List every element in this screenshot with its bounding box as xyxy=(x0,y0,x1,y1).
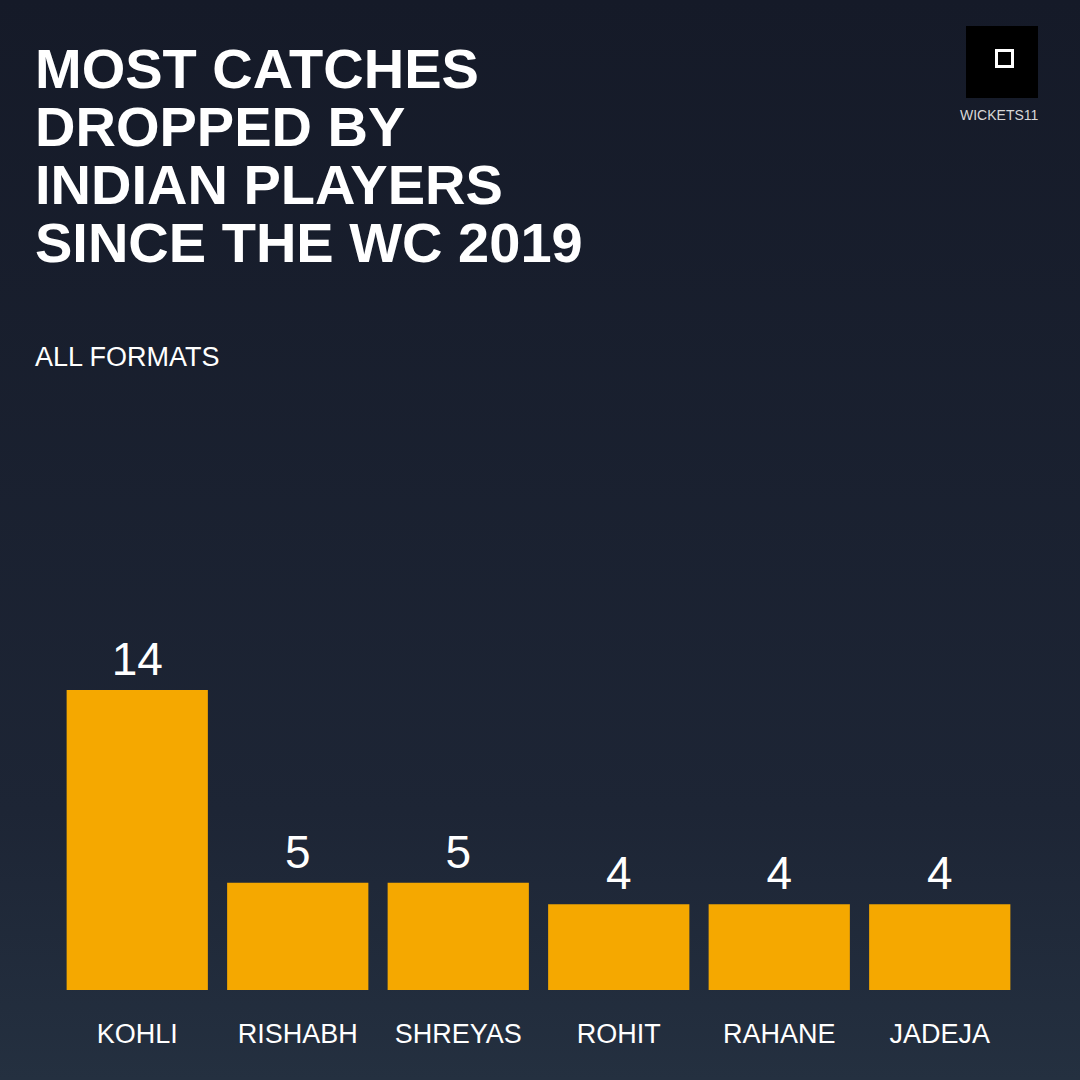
svg-text:SINCE THE WC 2019: SINCE THE WC 2019 xyxy=(35,211,583,274)
svg-text:ROHIT: ROHIT xyxy=(577,1019,661,1049)
svg-text:WICKETS11: WICKETS11 xyxy=(960,107,1039,123)
svg-text:RAHANE: RAHANE xyxy=(723,1019,836,1049)
svg-text:DROPPED BY: DROPPED BY xyxy=(35,95,420,158)
svg-text:MOST CATCHES: MOST CATCHES xyxy=(35,37,494,100)
svg-text:5: 5 xyxy=(445,826,471,878)
svg-text:4: 4 xyxy=(606,847,632,899)
svg-text:5: 5 xyxy=(285,826,311,878)
svg-text:ALL FORMATS: ALL FORMATS xyxy=(35,342,220,372)
svg-text:4: 4 xyxy=(766,847,792,899)
svg-text:JADEJA: JADEJA xyxy=(889,1019,990,1049)
svg-text:KOHLI: KOHLI xyxy=(97,1019,178,1049)
svg-text:14: 14 xyxy=(112,633,163,685)
svg-text:INDIAN PLAYERS: INDIAN PLAYERS xyxy=(35,153,518,216)
svg-text:RISHABH: RISHABH xyxy=(238,1019,358,1049)
svg-text:4: 4 xyxy=(927,847,953,899)
svg-text:SHREYAS: SHREYAS xyxy=(395,1019,522,1049)
